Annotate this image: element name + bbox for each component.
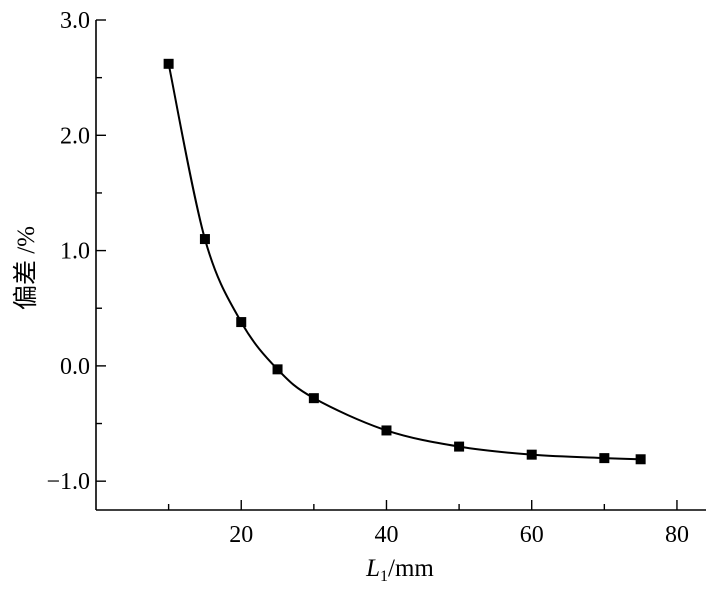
x-axis-ticks: 20 40 60 80 (167, 500, 689, 548)
y-tick-label: 1.0 (60, 239, 90, 265)
data-point (526, 449, 537, 460)
fit-curve (167, 63, 641, 461)
data-point (454, 441, 465, 452)
y-axis-ticks: −1.0 0.0 1.0 2.0 3.0 (46, 8, 106, 495)
data-markers (163, 58, 646, 465)
data-point (635, 454, 646, 465)
x-tick-label: 60 (520, 522, 544, 548)
data-point (199, 234, 210, 245)
x-tick-label: 40 (374, 522, 398, 548)
data-point (236, 317, 247, 328)
data-point (163, 58, 174, 69)
y-tick-label: 2.0 (60, 123, 90, 149)
data-point (381, 425, 392, 436)
x-tick-label: 80 (665, 522, 689, 548)
x-axis-label-main: L (365, 555, 380, 582)
y-tick-label: 0.0 (60, 354, 90, 380)
data-point (308, 393, 319, 404)
x-axis-label-unit: /mm (388, 555, 434, 582)
y-tick-label: 3.0 (60, 8, 90, 34)
x-tick-label: 20 (229, 522, 253, 548)
data-point (272, 364, 283, 375)
y-axis-label: 偏差 /% (12, 226, 40, 310)
x-axis-label: L1/mm (365, 555, 434, 585)
y-tick-label: −1.0 (46, 469, 90, 495)
data-point (599, 453, 610, 464)
plot-area (163, 58, 646, 465)
x-axis-label-sub: 1 (380, 568, 388, 585)
